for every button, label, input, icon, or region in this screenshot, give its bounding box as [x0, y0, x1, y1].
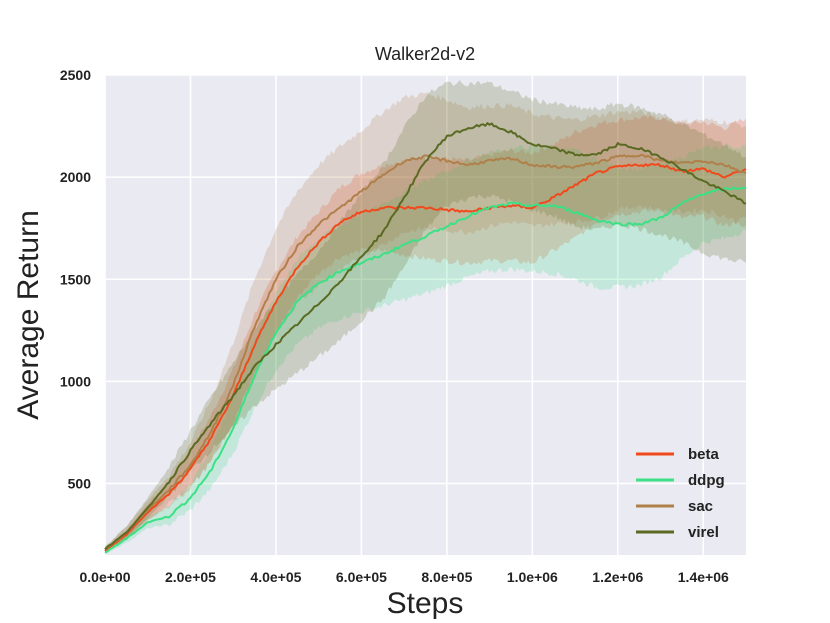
legend: beta ddpg sac virel: [636, 446, 725, 541]
band-virel: [105, 80, 746, 551]
y-tick-labels: 500 1000 1500 2000 2500: [60, 67, 91, 492]
x-tick-label: 1.0e+06: [507, 569, 558, 585]
legend-label-beta: beta: [688, 446, 720, 463]
x-axis-label: Steps: [387, 587, 464, 620]
band-beta: [105, 115, 746, 552]
y-tick-label: 2000: [60, 169, 91, 185]
line-beta: [104, 162, 747, 552]
x-tick-label: 6.0e+05: [336, 569, 387, 585]
line-sac: [104, 153, 747, 551]
x-tick-label: 2.0e+05: [165, 569, 216, 585]
band-ddpg: [105, 144, 746, 554]
x-tick-label: 8.0e+05: [421, 569, 472, 585]
series-lines: [104, 122, 747, 554]
y-tick-label: 500: [68, 476, 92, 492]
legend-label-virel: virel: [688, 524, 719, 541]
y-tick-label: 1000: [60, 373, 91, 389]
legend-label-ddpg: ddpg: [688, 472, 725, 489]
line-ddpg: [104, 186, 747, 554]
x-tick-label: 1.4e+06: [678, 569, 729, 585]
x-tick-label: 4.0e+05: [250, 569, 301, 585]
line-virel: [104, 122, 747, 551]
legend-label-sac: sac: [688, 498, 713, 515]
confidence-bands: [105, 80, 746, 554]
x-tick-label: 1.2e+06: [592, 569, 643, 585]
y-tick-label: 1500: [60, 271, 91, 287]
x-tick-labels: 0.0e+00 2.0e+05 4.0e+05 6.0e+05 8.0e+05 1.0e+…: [80, 569, 729, 585]
grid-lines: [104, 74, 746, 555]
chart-title: Walker2d-v2: [375, 44, 475, 64]
y-tick-label: 2500: [60, 67, 91, 83]
x-tick-label: 0.0e+00: [80, 569, 131, 585]
band-sac: [105, 92, 746, 552]
y-axis-label: Average Return: [12, 210, 45, 420]
